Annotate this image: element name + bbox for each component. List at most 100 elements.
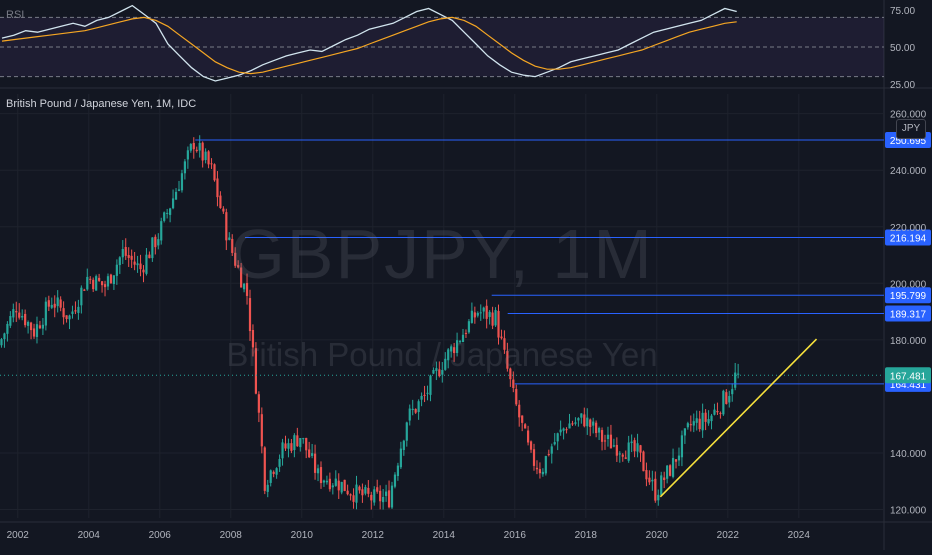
candle-up xyxy=(9,316,11,326)
candle-up xyxy=(574,422,576,423)
time-tick-label: 2014 xyxy=(433,530,456,541)
currency-unit-button[interactable]: JPY xyxy=(896,119,926,139)
candle-down xyxy=(610,435,612,449)
candle-up xyxy=(545,456,547,473)
candle-down xyxy=(320,467,322,483)
candle-up xyxy=(651,480,653,481)
candle-down xyxy=(349,494,351,495)
candle-down xyxy=(370,495,372,501)
candle-up xyxy=(477,313,479,316)
price-tick-label: 120.000 xyxy=(890,506,927,517)
candle-up xyxy=(586,418,588,427)
watermark-description: British Pound / Japanese Yen xyxy=(0,336,884,374)
candle-up xyxy=(681,435,683,457)
candle-down xyxy=(193,143,195,149)
time-tick-label: 2024 xyxy=(788,530,811,541)
candle-down xyxy=(261,414,263,446)
candle-up xyxy=(619,453,621,454)
candle-up xyxy=(302,438,304,439)
candle-up xyxy=(429,376,431,395)
candle-down xyxy=(24,314,26,325)
candle-up xyxy=(728,396,730,402)
candle-down xyxy=(347,491,349,495)
candle-down xyxy=(15,311,17,312)
candle-up xyxy=(628,442,630,460)
candle-down xyxy=(669,465,671,476)
time-tick-label: 2018 xyxy=(575,530,598,541)
candle-up xyxy=(373,489,375,502)
candle-down xyxy=(196,150,198,151)
candle-up xyxy=(6,324,8,334)
time-tick-label: 2002 xyxy=(7,530,30,541)
candle-up xyxy=(293,435,295,450)
candle-down xyxy=(518,405,520,418)
candle-up xyxy=(397,466,399,476)
candle-up xyxy=(657,495,659,500)
candle-up xyxy=(554,442,556,444)
candle-up xyxy=(678,456,680,461)
candle-up xyxy=(710,416,712,421)
candle-up xyxy=(734,373,736,388)
candle-up xyxy=(672,458,674,477)
candle-down xyxy=(296,435,298,446)
candle-down xyxy=(305,438,307,450)
candle-up xyxy=(666,466,668,479)
candle-up xyxy=(494,310,496,325)
candle-up xyxy=(684,428,686,435)
candle-down xyxy=(601,430,603,442)
candle-up xyxy=(45,302,47,326)
candle-up xyxy=(394,475,396,487)
candle-down xyxy=(361,489,363,495)
candle-up xyxy=(713,410,715,415)
candle-down xyxy=(388,490,390,507)
candle-down xyxy=(645,470,647,479)
candle-down xyxy=(524,424,526,428)
candle-up xyxy=(693,421,695,425)
candle-down xyxy=(213,164,215,180)
candle-up xyxy=(409,409,411,421)
candle-up xyxy=(199,143,201,151)
candle-down xyxy=(367,488,369,494)
candle-up xyxy=(480,312,482,313)
candle-down xyxy=(548,454,550,455)
time-tick-label: 2012 xyxy=(362,530,385,541)
candle-up xyxy=(317,468,319,473)
candle-down xyxy=(521,416,523,423)
watermark-symbol: GBPJPY, 1M xyxy=(0,214,884,294)
candle-up xyxy=(592,422,594,426)
candle-down xyxy=(60,300,62,308)
candle-down xyxy=(491,313,493,326)
candle-down xyxy=(74,310,76,311)
price-tick-label: 180.000 xyxy=(890,336,927,347)
candle-down xyxy=(725,392,727,404)
candle-down xyxy=(18,313,20,318)
candle-up xyxy=(403,441,405,450)
candle-down xyxy=(65,315,67,319)
candle-down xyxy=(486,306,488,319)
candle-down xyxy=(48,300,50,306)
candle-up xyxy=(731,389,733,394)
candle-down xyxy=(622,455,624,457)
candle-up xyxy=(205,152,207,160)
candle-down xyxy=(583,414,585,426)
candle-up xyxy=(489,312,491,317)
candle-down xyxy=(338,481,340,491)
candle-down xyxy=(604,440,606,441)
candle-up xyxy=(707,419,709,423)
candle-down xyxy=(539,469,541,473)
candle-up xyxy=(355,485,357,503)
candle-down xyxy=(210,163,212,164)
candle-up xyxy=(77,307,79,313)
time-tick-label: 2008 xyxy=(220,530,243,541)
candle-down xyxy=(639,445,641,452)
candle-up xyxy=(557,433,559,441)
candle-up xyxy=(42,325,44,329)
candle-up xyxy=(281,442,283,458)
candle-down xyxy=(379,491,381,501)
candle-up xyxy=(278,459,280,467)
candle-up xyxy=(483,308,485,312)
candle-up xyxy=(400,449,402,468)
candle-down xyxy=(497,311,499,338)
candle-up xyxy=(12,309,14,317)
level-price-label: 216.194 xyxy=(890,234,927,245)
